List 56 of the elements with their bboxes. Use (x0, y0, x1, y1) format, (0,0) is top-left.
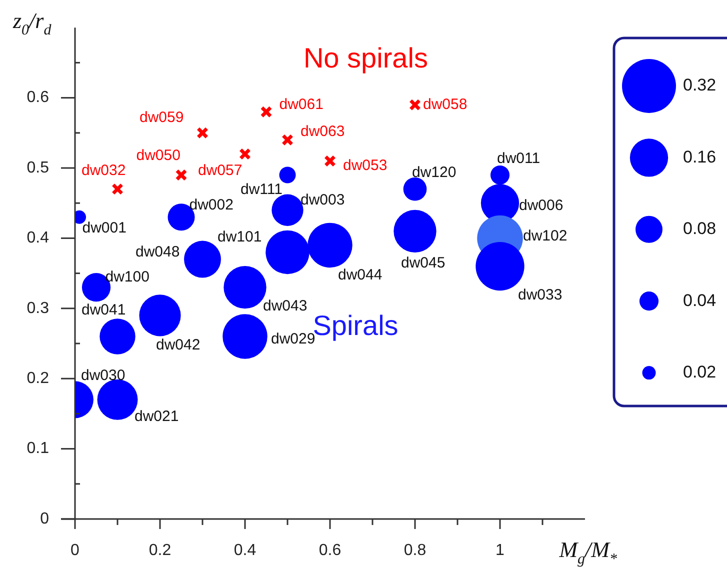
legend-label: 0.04 (683, 290, 716, 310)
y-tick-label: 0.2 (26, 370, 50, 388)
annotation: dw032 (82, 162, 126, 180)
point (282, 134, 294, 146)
annotation: dw101 (218, 228, 262, 246)
annotation: dw045 (401, 254, 446, 272)
legend-label: 0.32 (683, 76, 716, 95)
annotation: Spirals (312, 310, 398, 342)
legend-label: 0.08 (683, 219, 716, 238)
x-tick-label: 0 (70, 542, 80, 560)
point (196, 126, 208, 139)
annotation: dw100 (105, 268, 150, 286)
annotation: dw044 (338, 266, 382, 284)
annotation: dw057 (198, 162, 242, 180)
annotation: dw058 (423, 96, 468, 113)
annotation: dw003 (300, 191, 345, 208)
y-tick-label: 0.5 (26, 159, 50, 176)
point (175, 169, 188, 182)
annotation: dw050 (136, 147, 180, 164)
x-tick-label: 0.6 (318, 542, 342, 560)
annotation: dw041 (82, 302, 126, 319)
annotation: dw029 (271, 330, 316, 348)
point (324, 154, 336, 167)
annotation: dw061 (279, 96, 324, 113)
point (409, 98, 421, 111)
point (239, 148, 251, 160)
legend-label: 0.16 (683, 147, 716, 166)
point (260, 106, 272, 118)
annotation: dw063 (300, 123, 345, 140)
annotation: dw053 (343, 157, 388, 174)
annotation: No spirals (303, 42, 428, 74)
annotation: dw002 (189, 196, 234, 214)
annotation: dw042 (156, 336, 200, 354)
x-tick-label: 0.2 (148, 542, 172, 560)
y-tick-label: 0 (40, 510, 50, 528)
y-tick-label: 0.4 (26, 230, 50, 247)
annotation: dw033 (518, 286, 562, 304)
y-tick-label: 0.3 (26, 300, 50, 317)
x-tick-label: 0.4 (234, 542, 256, 560)
annotation: dw021 (134, 408, 179, 425)
point (112, 183, 124, 196)
annotation: dw048 (136, 243, 180, 260)
y-tick-label: 0.6 (26, 89, 50, 106)
annotation: dw030 (81, 366, 126, 384)
annotation: dw006 (519, 197, 564, 214)
y-tick-label: 0.1 (26, 440, 50, 458)
annotation: dw111 (240, 181, 282, 198)
annotation: dw001 (82, 219, 126, 236)
annotation: dw011 (497, 150, 540, 168)
annotation: dw102 (523, 227, 568, 244)
annotation: dw059 (140, 109, 184, 126)
annotation: dw120 (412, 164, 456, 182)
x-tick-label: 0.8 (404, 542, 426, 560)
annotation: dw043 (263, 297, 308, 314)
x-tick-label: 1 (496, 542, 505, 560)
legend-label: 0.02 (683, 362, 716, 382)
